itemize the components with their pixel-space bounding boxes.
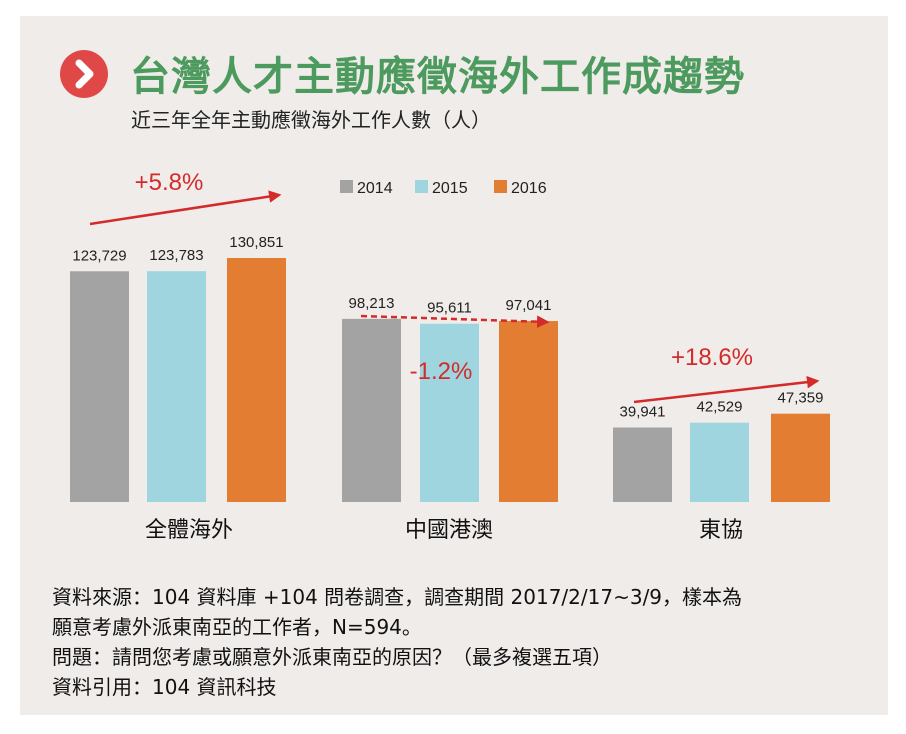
bar-2015-0 [147,271,206,502]
data-label: 95,611 [427,300,472,317]
citation-note: 資料引用：104 資訊科技 [52,675,277,699]
bar-2016-1 [499,321,558,502]
trend-arrow [633,375,820,404]
bars-layer [70,258,830,502]
labels-layer: 123,729 123,783 130,851 全體海外 98,213 95,611 97,… [72,234,823,543]
chart-subtitle: 近三年全年主動應徵海外工作人數（人） [131,108,491,132]
source-note-cont: 願意考慮外派東南亞的工作者，N=594。 [52,615,422,639]
legend: 2014 2015 2016 [340,180,547,197]
data-label: 123,729 [72,247,126,264]
bar-2015-2 [690,422,749,502]
trend-annotations: +5.8% -1.2% +18.6% [89,169,820,404]
bar-2016-0 [227,258,286,502]
legend-swatch-2014 [340,180,353,193]
trend-arrow [360,314,550,328]
data-label: 39,941 [620,404,666,421]
bar-2014-1 [342,318,401,502]
category-label: 東協 [699,518,743,543]
category-label: 中國港澳 [405,518,493,543]
data-label: 97,041 [506,297,552,314]
category-label: 全體海外 [145,518,233,543]
trend-arrow [89,190,282,226]
source-note: 資料來源：104 資料庫 +104 問卷調查，調查期間 2017/2/17~3/… [52,585,743,609]
data-label: 47,359 [778,390,824,407]
legend-swatch-2015 [415,180,428,193]
legend-label: 2015 [432,180,468,197]
chart-title: 台灣人才主動應徵海外工作成趨勢 [130,53,745,100]
trend-percentage: -1.2% [410,358,473,385]
bar-2016-2 [771,413,830,502]
bar-2014-2 [613,427,672,502]
chevron-right-icon [60,50,108,98]
bar-2014-0 [70,271,129,502]
legend-swatch-2016 [494,180,507,193]
data-label: 42,529 [697,399,743,416]
trend-percentage: +18.6% [671,344,753,371]
data-label: 130,851 [229,234,283,251]
data-label: 98,213 [349,295,395,312]
footnotes: 資料來源：104 資料庫 +104 問卷調查，調查期間 2017/2/17~3/… [52,582,742,702]
legend-label: 2014 [357,180,393,197]
bar-2015-1 [420,323,479,502]
data-label: 123,783 [149,247,203,264]
trend-percentage: +5.8% [135,169,204,196]
question-note: 問題：請問您考慮或願意外派東南亞的原因？（最多複選五項） [52,645,612,669]
legend-label: 2016 [511,180,547,197]
